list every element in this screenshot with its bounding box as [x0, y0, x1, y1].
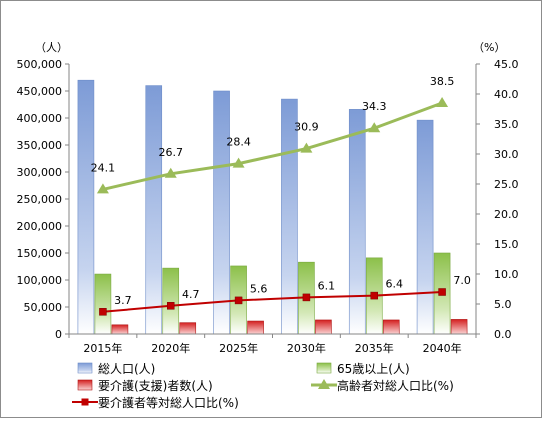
x-tick-label: 2030年 [287, 341, 326, 355]
bar-total [77, 79, 95, 335]
care-ratio-point [370, 291, 378, 300]
bar-total [416, 119, 434, 335]
left-axis-unit: （人） [35, 41, 68, 54]
elderly-ratio-line [102, 101, 443, 191]
x-tick-label: 2025年 [219, 341, 258, 355]
elderly-ratio-point [368, 122, 381, 133]
care-ratio-label: 7.0 [453, 274, 471, 287]
care-ratio-label: 5.6 [250, 282, 268, 295]
care-ratio-label: 3.7 [114, 294, 132, 307]
care-ratio-label: 6.4 [386, 278, 404, 291]
right-tick-label: 5.0 [494, 298, 512, 311]
left-tick-label: 400,000 [17, 112, 63, 125]
x-tick-label: 2015年 [83, 341, 122, 355]
legend-label: 総人口(人) [98, 362, 155, 376]
x-tick-label: 2040年 [423, 341, 462, 355]
left-tick-label: 450,000 [17, 85, 63, 98]
care-ratio-point [302, 293, 311, 302]
legend-label: 要介護(支援)者数(人) [98, 378, 213, 393]
bar-care [315, 319, 332, 335]
left-tick-label: 100,000 [17, 274, 63, 287]
legend-swatch [77, 379, 93, 391]
left-tick-label: 0 [55, 328, 62, 341]
bar-care [247, 320, 264, 335]
care-ratio-line [102, 291, 443, 313]
bar-care [111, 324, 129, 335]
care-ratio-point [234, 296, 243, 305]
right-tick-label: 0.0 [494, 328, 512, 341]
legend-label: 65歳以上(人) [337, 362, 410, 376]
bar-total [213, 90, 230, 335]
left-tick-label: 50,000 [24, 301, 63, 314]
elderly-ratio-point [436, 97, 449, 107]
right-tick-label: 35.0 [494, 118, 519, 131]
elderly-ratio-label: 28.4 [226, 136, 251, 149]
left-tick-label: 300,000 [17, 166, 63, 179]
care-ratio-point [438, 288, 446, 296]
elderly-ratio-label: 30.9 [294, 121, 319, 134]
elderly-ratio-point [96, 183, 109, 194]
care-ratio-point [167, 302, 175, 310]
bar-elderly [162, 267, 180, 335]
right-tick-label: 45.0 [494, 58, 519, 71]
care-ratio-label: 6.1 [318, 279, 336, 292]
right-axis-unit: （%） [473, 41, 505, 54]
elderly-ratio-point [300, 142, 313, 153]
right-tick-label: 20.0 [494, 208, 519, 221]
left-tick-label: 350,000 [17, 139, 63, 152]
elderly-ratio-label: 34.3 [362, 100, 387, 113]
legend-swatch [316, 362, 332, 374]
left-tick-label: 150,000 [17, 247, 63, 260]
left-tick-label: 500,000 [17, 58, 63, 71]
right-tick-label: 25.0 [494, 178, 519, 191]
right-tick-label: 15.0 [494, 238, 519, 251]
legend-label: 要介護者等対総人口比(%) [98, 395, 239, 410]
care-ratio-point [99, 308, 107, 316]
bar-care [450, 319, 468, 335]
left-tick-label: 250,000 [17, 193, 63, 206]
elderly-ratio-label: 26.7 [159, 146, 184, 159]
bar-care [179, 322, 197, 335]
bar-elderly [94, 273, 112, 335]
elderly-ratio-label: 38.5 [430, 75, 455, 88]
elderly-ratio-label: 24.1 [91, 161, 116, 174]
right-tick-label: 10.0 [494, 268, 519, 281]
bar-care [382, 319, 400, 335]
legend-marker [81, 398, 89, 406]
x-tick-label: 2035年 [355, 341, 394, 355]
right-tick-label: 30.0 [494, 148, 519, 161]
bar-total [145, 85, 163, 335]
bar-total [348, 109, 366, 335]
legend-marker [318, 379, 330, 389]
right-tick-label: 40.0 [494, 88, 519, 101]
x-tick-label: 2020年 [151, 341, 190, 355]
elderly-ratio-point [232, 157, 245, 168]
left-tick-label: 200,000 [17, 220, 63, 233]
legend-swatch [77, 362, 93, 374]
care-ratio-label: 4.7 [182, 288, 200, 301]
elderly-ratio-point [164, 167, 177, 178]
legend-label: 高齢者対総人口比(%) [337, 378, 454, 393]
